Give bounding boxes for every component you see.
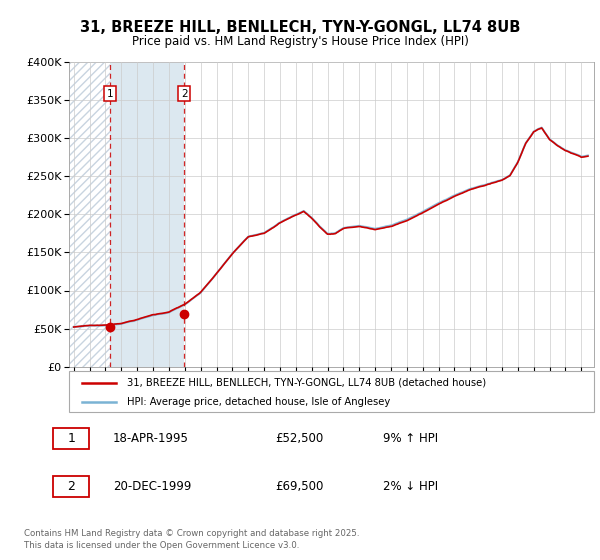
- Text: 9% ↑ HPI: 9% ↑ HPI: [383, 432, 438, 445]
- Text: 2: 2: [181, 88, 188, 99]
- Text: 31, BREEZE HILL, BENLLECH, TYN-Y-GONGL, LL74 8UB (detached house): 31, BREEZE HILL, BENLLECH, TYN-Y-GONGL, …: [127, 377, 486, 388]
- Text: £69,500: £69,500: [275, 480, 323, 493]
- Text: 2% ↓ HPI: 2% ↓ HPI: [383, 480, 438, 493]
- FancyBboxPatch shape: [53, 428, 89, 449]
- Text: 1: 1: [107, 88, 113, 99]
- Text: HPI: Average price, detached house, Isle of Anglesey: HPI: Average price, detached house, Isle…: [127, 396, 390, 407]
- Text: 18-APR-1995: 18-APR-1995: [113, 432, 188, 445]
- Text: 1: 1: [67, 432, 75, 445]
- Text: Price paid vs. HM Land Registry's House Price Index (HPI): Price paid vs. HM Land Registry's House …: [131, 35, 469, 48]
- Text: Contains HM Land Registry data © Crown copyright and database right 2025.
This d: Contains HM Land Registry data © Crown c…: [24, 529, 359, 550]
- Text: £52,500: £52,500: [275, 432, 323, 445]
- Text: 20-DEC-1999: 20-DEC-1999: [113, 480, 191, 493]
- Text: 2: 2: [67, 480, 75, 493]
- Text: 31, BREEZE HILL, BENLLECH, TYN-Y-GONGL, LL74 8UB: 31, BREEZE HILL, BENLLECH, TYN-Y-GONGL, …: [80, 20, 520, 35]
- FancyBboxPatch shape: [69, 371, 594, 412]
- FancyBboxPatch shape: [53, 477, 89, 497]
